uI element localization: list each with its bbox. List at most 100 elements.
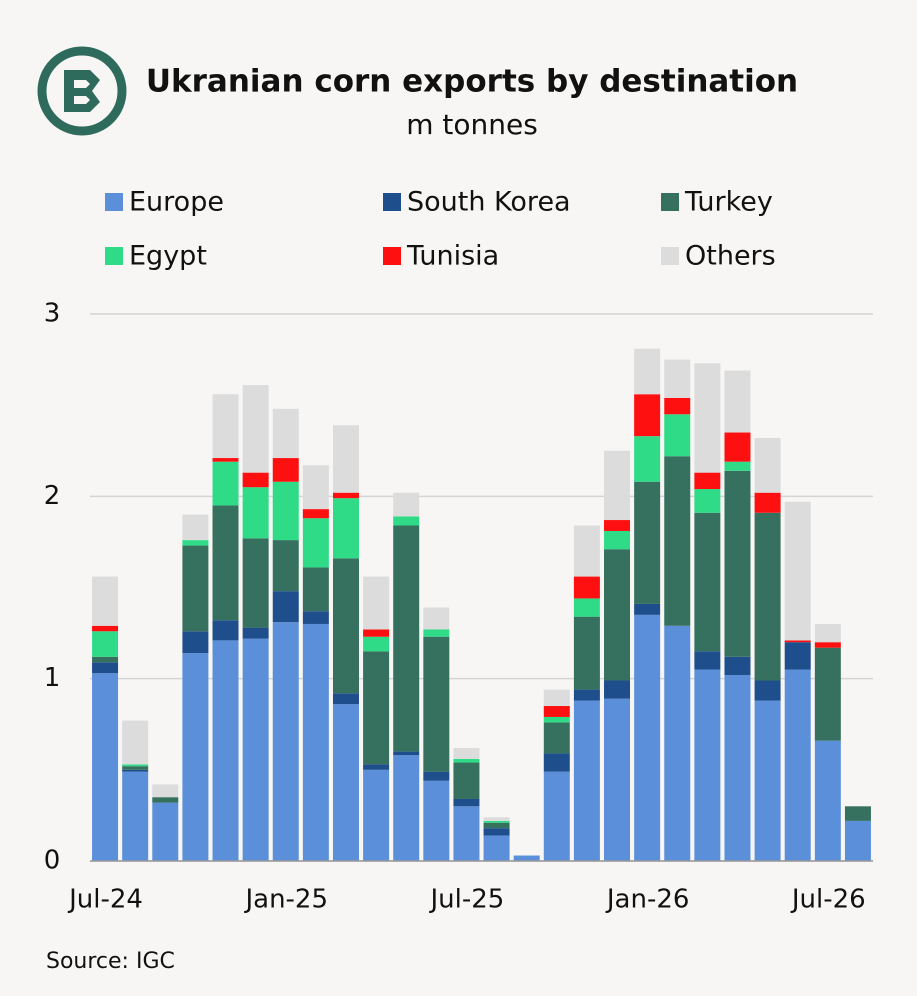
bar-segment <box>242 487 269 539</box>
bar-segment <box>393 755 420 861</box>
bar-segment <box>212 461 239 506</box>
bar-segment <box>724 656 751 676</box>
bar-segment <box>122 766 149 770</box>
bar-segment <box>724 461 751 471</box>
legend-label: Tunisia <box>406 241 499 272</box>
bar-segment <box>423 607 450 630</box>
bar-segment <box>754 437 781 493</box>
bar-segment <box>453 747 480 759</box>
bar-segment <box>573 576 600 599</box>
bar-segment <box>212 505 239 621</box>
bar-segment <box>754 700 781 861</box>
legend-label: Egypt <box>129 241 207 272</box>
bar-segment <box>302 465 329 510</box>
bar-segment <box>152 784 179 798</box>
bar-segment <box>212 620 239 641</box>
bar-segment <box>332 704 359 861</box>
bar-segment <box>634 436 661 482</box>
bar-segment <box>573 525 600 577</box>
source: Source: IGC <box>46 949 175 974</box>
bar-segment <box>92 625 119 632</box>
bar-segment <box>453 806 480 861</box>
legend-label: South Korea <box>407 187 571 218</box>
bar-segment <box>754 492 781 513</box>
bar-segment <box>844 806 871 821</box>
bar-segment <box>513 855 540 861</box>
bar-segment <box>242 638 269 861</box>
bar-segment <box>92 662 119 674</box>
bar-segment <box>483 822 510 829</box>
bar-segment <box>363 576 390 630</box>
bar-segment <box>483 817 510 821</box>
bar-segment <box>724 432 751 462</box>
legend-swatch <box>383 247 401 265</box>
bar-segment <box>694 472 721 490</box>
bar-segment <box>272 458 299 482</box>
x-tick-label: Jan-26 <box>605 885 690 915</box>
bar-segment <box>664 625 691 861</box>
bar-segment <box>332 492 359 499</box>
bar-segment <box>694 363 721 473</box>
bar-segment <box>453 762 480 800</box>
x-tick-label: Jul-25 <box>429 885 505 915</box>
bar-segment <box>573 700 600 861</box>
bar-segment <box>483 828 510 836</box>
bar-segment <box>302 518 329 568</box>
bar-segment <box>543 722 570 754</box>
bar-segment <box>122 764 149 767</box>
bar-segment <box>814 623 841 643</box>
bar-segment <box>543 706 570 717</box>
bar-segment <box>302 509 329 519</box>
bar-segment <box>634 614 661 861</box>
bar-segment <box>724 470 751 657</box>
bar-segment <box>634 603 661 615</box>
legend-label: Europe <box>129 187 224 218</box>
legend-swatch <box>661 247 679 265</box>
bar-segment <box>453 799 480 807</box>
bar-segment <box>272 408 299 459</box>
y-tick-label: 3 <box>44 299 61 329</box>
bar-segment <box>604 698 631 861</box>
bar-segment <box>814 642 841 648</box>
bar-segment <box>573 689 600 701</box>
bar-segment <box>694 512 721 652</box>
bar-segment <box>393 492 420 517</box>
bar-segment <box>694 669 721 861</box>
legend-swatch <box>105 247 123 265</box>
bar-segment <box>122 771 149 861</box>
bar-segment <box>604 450 631 521</box>
bar-segment <box>363 636 390 652</box>
bar-segment <box>664 456 691 626</box>
bar-segment <box>302 623 329 861</box>
bar-segment <box>784 501 811 641</box>
y-tick-label: 1 <box>44 663 61 693</box>
bar-segment <box>182 653 209 861</box>
bar-segment <box>754 680 781 701</box>
bar-segment <box>92 631 119 657</box>
bar-segment <box>543 689 570 707</box>
bar-segment <box>844 820 871 861</box>
bar-segment <box>363 651 390 765</box>
logo <box>37 46 127 136</box>
bar-segment <box>182 631 209 654</box>
bar-segment <box>754 512 781 681</box>
bar-segment <box>423 780 450 861</box>
bar-segment <box>453 758 480 763</box>
bar-segment <box>92 656 119 663</box>
bar-segment <box>182 540 209 546</box>
bar-segment <box>604 680 631 699</box>
bar-segment <box>634 348 661 395</box>
x-tick-label: Jan-25 <box>243 885 328 915</box>
bar-segment <box>483 820 510 823</box>
chart-subtitle: m tonnes <box>406 108 538 141</box>
bar-segment <box>634 481 661 604</box>
bar-segment <box>363 764 390 770</box>
bar-segment <box>423 629 450 637</box>
bar-segment <box>784 642 811 670</box>
bar-segment <box>724 370 751 433</box>
x-tick-label: Jul-24 <box>67 885 143 915</box>
x-tick-label: Jul-26 <box>790 885 866 915</box>
bar-segment <box>122 720 149 765</box>
bar-segment <box>393 516 420 526</box>
